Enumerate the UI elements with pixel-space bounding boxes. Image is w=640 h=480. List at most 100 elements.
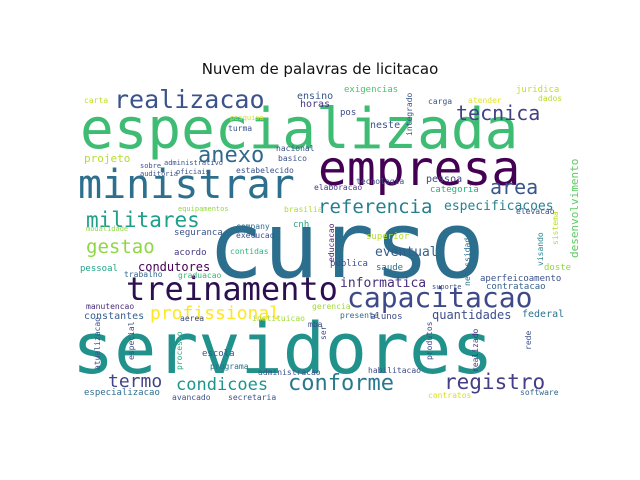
word-atualizacao: atualizacao xyxy=(93,317,102,370)
word-carta: carta xyxy=(84,96,108,105)
chart-title: Nuvem de palavras de licitacao xyxy=(201,60,439,78)
word-gerencia: gerencia xyxy=(312,302,351,311)
word-contratos: contratos xyxy=(428,391,472,400)
word-turma: turma xyxy=(228,124,252,133)
word-militares: militares xyxy=(86,208,200,232)
word-instituicao: instituicao xyxy=(252,314,305,323)
word-suporte: suporte xyxy=(432,283,462,291)
word-equipamentos: equipamentos xyxy=(178,205,229,213)
word-realizacao: realizacao xyxy=(114,85,265,114)
word-especializacao: especializacao xyxy=(84,388,160,398)
word-processo: processo xyxy=(175,331,184,370)
word-company: company xyxy=(236,222,270,231)
word-escola: escola xyxy=(202,349,235,359)
word-treinamento: treinamento xyxy=(126,270,338,308)
word-condicoes: condicoes xyxy=(176,375,268,395)
word-pessoal: pessoal xyxy=(80,264,118,274)
word-aerea: aerea xyxy=(180,314,204,323)
word-atender: atender xyxy=(468,96,502,105)
word-trabalho: trabalho xyxy=(124,270,163,279)
word-eventual: eventual xyxy=(375,245,438,260)
word-rede: rede xyxy=(524,331,533,350)
word-horas: horas xyxy=(300,99,330,110)
word-conforme: conforme xyxy=(288,371,394,396)
word-realizado: realizado xyxy=(471,328,480,372)
word-sistema: sistema xyxy=(551,211,560,245)
word-ensino: ensino xyxy=(297,91,333,102)
word-auditoria: auditoria xyxy=(140,170,178,178)
word-termo: termo xyxy=(108,371,162,392)
word-visando: visando xyxy=(536,232,545,266)
word-estabelecido: estabelecido xyxy=(236,166,294,175)
word-superior: superior xyxy=(366,232,410,242)
word-mba: mba xyxy=(308,320,323,329)
word-seguranca: seguranca xyxy=(174,228,223,238)
word-elevacao: elevacao xyxy=(516,207,555,216)
word-habilitacao: habilitacao xyxy=(368,366,421,375)
word-ser: ser xyxy=(319,325,328,340)
word-cnh: cnh xyxy=(293,220,309,230)
word-modalidade: modalidade xyxy=(86,225,128,233)
word-anexo: anexo xyxy=(198,143,264,168)
word-administrativo: administrativo xyxy=(164,159,223,167)
word-curso: curso xyxy=(208,192,485,299)
word-gestao: gestao xyxy=(86,236,155,258)
word-federal: federal xyxy=(522,309,564,320)
word-software: software xyxy=(520,388,559,397)
word-publica: publica xyxy=(330,259,368,269)
word-referencia: referencia xyxy=(318,196,432,218)
word-desenvolvimento: desenvolvimento xyxy=(568,159,581,258)
word-sobre: sobre xyxy=(140,162,161,170)
word-elaboracao: elaboracao xyxy=(314,183,362,192)
word-condutores: condutores xyxy=(138,260,210,274)
word-pessoa: pessoa xyxy=(426,174,462,185)
word-projeto: projeto xyxy=(84,152,130,165)
word-tecnologia: tecnologia xyxy=(356,177,404,186)
word-saude: saude xyxy=(376,263,403,273)
word-especificacoes: especificacoes xyxy=(444,199,554,214)
word-contidas: contidas xyxy=(230,247,269,256)
word-neste: neste xyxy=(370,120,400,131)
word-exigencias: exigencias xyxy=(344,85,398,95)
word-secretaria: secretaria xyxy=(228,393,276,402)
word-educacao: educacao xyxy=(327,223,336,262)
word-presente: presente xyxy=(340,311,379,320)
word-brasilia: brasilia xyxy=(284,205,323,214)
word-aperfeicoamento: aperfeicoamento xyxy=(480,274,561,284)
word-quantidades: quantidades xyxy=(432,308,511,322)
word-necessidades: necessidades xyxy=(463,228,472,286)
word-execucao: execucao xyxy=(236,231,275,240)
word-nacional: nacional xyxy=(276,144,315,153)
word-pos: pos xyxy=(340,108,356,118)
word-programa: programa xyxy=(210,362,249,371)
word-oficiais: oficiais xyxy=(176,168,210,176)
word-integrado: integrado xyxy=(405,92,414,136)
word-servidores: servidores xyxy=(72,308,493,390)
word-produtos: produtos xyxy=(425,321,434,360)
word-carga: carga xyxy=(428,97,452,106)
word-profissional: profissional xyxy=(150,303,280,324)
word-registro: registro xyxy=(444,370,545,394)
word-juridica: juridica xyxy=(516,85,559,95)
word-avancado: avancado xyxy=(172,393,211,402)
word-ministrar: ministrar xyxy=(78,162,295,208)
word-especializada: especializada xyxy=(80,97,518,162)
word-administracao: administracao xyxy=(258,368,321,377)
word-basico: basico xyxy=(278,154,307,163)
word-manutencao: manutencao xyxy=(86,302,134,311)
word-capacitacao: capacitacao xyxy=(347,281,532,314)
word-graduacao: graduacao xyxy=(178,271,222,280)
word-dados: dados xyxy=(538,94,562,103)
word-alunos: alunos xyxy=(370,312,403,322)
word-contratacao: contratacao xyxy=(486,282,546,292)
word-area: area xyxy=(490,175,538,199)
word-acordo: acordo xyxy=(174,248,207,258)
word-tecnica: tecnica xyxy=(456,101,540,125)
word-constantes: constantes xyxy=(84,311,144,322)
word-empresa: empresa xyxy=(318,141,520,197)
word-pesquisa: pesquisa xyxy=(230,114,264,122)
word-categoria: categoria xyxy=(430,185,479,195)
word-doste: doste xyxy=(544,263,571,273)
